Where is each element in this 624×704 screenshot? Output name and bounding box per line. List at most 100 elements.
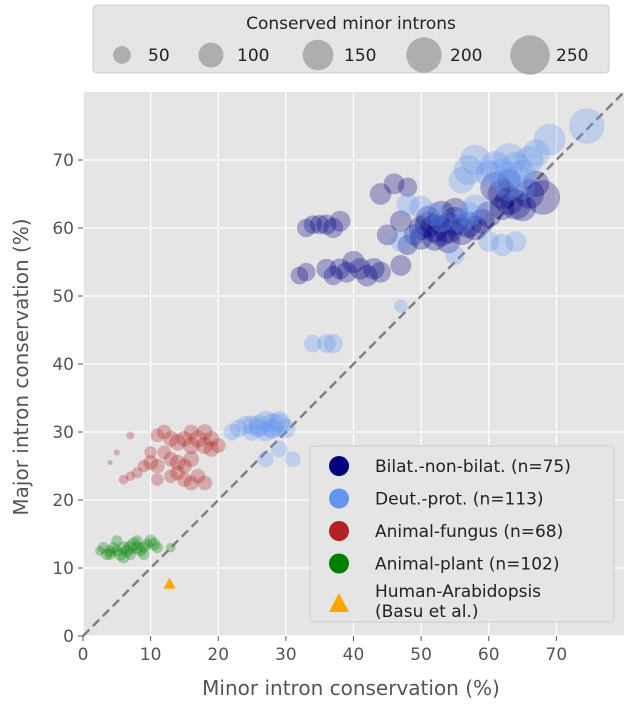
data-point [126, 431, 135, 440]
data-point [376, 224, 398, 246]
data-point [422, 202, 447, 227]
data-point [480, 171, 511, 203]
data-point [383, 173, 405, 195]
data-point [141, 538, 153, 550]
data-point [182, 437, 200, 454]
data-point [525, 180, 561, 215]
data-point [478, 231, 500, 253]
data-point [147, 537, 161, 551]
y-tick-label: 0 [63, 627, 74, 647]
size-legend-marker [113, 46, 131, 64]
data-points [95, 108, 605, 589]
legend-marker-triangle [329, 593, 349, 612]
data-point [95, 546, 105, 556]
legend-label: Human-Arabidopsis [375, 582, 541, 602]
data-point [138, 542, 150, 554]
data-point [248, 414, 270, 436]
series-legend-items: Bilat.-non-bilat. (n=75) Deut.-prot. (n=1… [329, 456, 571, 622]
data-point [130, 541, 144, 554]
data-point [236, 415, 255, 435]
data-point [117, 541, 130, 554]
data-point [422, 225, 448, 251]
data-point [492, 143, 526, 177]
size-legend-title: Conserved minor introns [246, 14, 456, 34]
data-point [255, 422, 276, 442]
data-point [369, 183, 392, 205]
data-point [522, 139, 550, 167]
data-point [362, 257, 385, 280]
data-point [533, 123, 566, 156]
data-point [156, 424, 172, 440]
data-point [316, 214, 337, 235]
data-point [479, 150, 512, 183]
size-legend-marker [198, 42, 224, 68]
x-tick-label: 50 [410, 645, 432, 665]
legend-marker [329, 456, 349, 476]
data-point [260, 413, 285, 438]
axis-ticks: 0 10 20 30 40 50 60 70 0 10 20 30 40 50 60 70 [52, 151, 567, 665]
data-point [196, 437, 214, 454]
data-point [183, 475, 199, 491]
data-point [409, 195, 433, 220]
data-point [390, 231, 412, 253]
data-point [125, 471, 136, 482]
data-point [404, 225, 425, 245]
data-point [137, 459, 151, 473]
x-tick-label: 0 [78, 645, 89, 665]
data-point [104, 548, 116, 560]
data-point [166, 542, 176, 553]
data-point [453, 155, 484, 185]
diagonal-reference-line [82, 91, 624, 637]
data-point [310, 214, 330, 235]
data-point [196, 424, 213, 440]
data-point [497, 168, 521, 193]
data-point [296, 218, 316, 238]
data-point [436, 229, 461, 254]
legend-marker [329, 488, 349, 509]
data-point [495, 173, 523, 201]
data-point [432, 212, 464, 244]
data-point [448, 217, 476, 246]
data-point [151, 473, 164, 486]
data-point [268, 410, 290, 433]
y-tick-label: 70 [52, 151, 74, 171]
data-point [134, 545, 147, 557]
data-point [177, 458, 192, 474]
data-point [261, 418, 283, 440]
data-point [329, 210, 351, 232]
data-point [390, 210, 412, 233]
data-point [97, 542, 109, 554]
data-point [475, 201, 502, 228]
data-point [150, 428, 165, 443]
data-point [190, 468, 206, 484]
data-point [203, 430, 220, 447]
data-point [131, 467, 143, 479]
data-point [342, 250, 365, 274]
data-point [430, 210, 453, 233]
data-point [111, 545, 123, 557]
data-point [151, 542, 163, 554]
data-point [113, 449, 120, 456]
data-point [420, 213, 449, 243]
size-legend-value: 50 [148, 46, 170, 66]
data-point [203, 441, 220, 457]
size-legend-items: 50 100 150 200 250 [113, 35, 588, 75]
data-point [242, 415, 262, 435]
y-tick-label: 30 [52, 423, 74, 443]
data-point [169, 433, 187, 451]
data-point [510, 174, 536, 200]
data-point [189, 429, 207, 448]
data-point [120, 544, 134, 558]
data-point [249, 419, 269, 438]
y-axis-label: Major intron conservation (%) [9, 218, 33, 515]
legend-label: Deut.-prot. (n=113) [375, 490, 544, 510]
size-legend-value: 100 [237, 46, 269, 66]
data-point [469, 208, 495, 234]
data-point [126, 537, 141, 552]
data-point [462, 215, 488, 241]
data-point [296, 262, 316, 282]
data-point [317, 334, 336, 353]
data-point [486, 158, 518, 189]
data-point [143, 455, 159, 470]
